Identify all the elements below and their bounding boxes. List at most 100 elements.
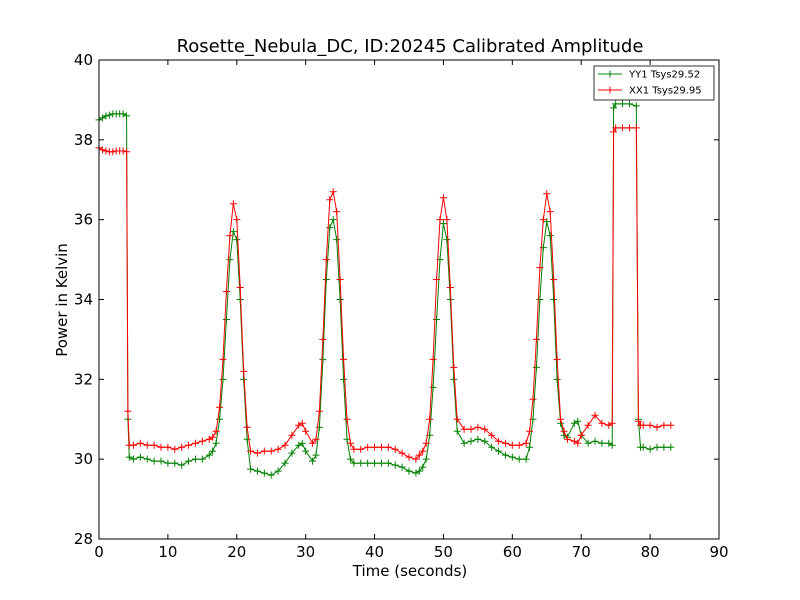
data-point [247,447,255,455]
data-point [357,445,365,453]
data-point [608,441,616,449]
data-point [608,419,616,427]
data-point [433,276,441,284]
data-point [446,284,454,292]
data-point [226,232,234,240]
data-point [419,463,427,471]
data-point [377,443,385,451]
data-point [143,455,151,463]
data-point [322,256,330,264]
data-point [598,439,606,447]
data-point [529,395,537,403]
data-point [634,417,642,425]
data-point [453,415,461,423]
data-point [216,403,224,411]
data-point [584,421,592,429]
data-point [222,315,230,323]
data-point [639,421,647,429]
data-point [439,220,447,228]
data-point [312,451,320,459]
data-point [288,449,296,457]
data-point [546,232,554,240]
x-tick-label: 60 [503,543,522,561]
data-point [243,423,251,431]
data-point [309,457,317,465]
data-point [119,147,127,155]
data-point [384,443,392,451]
data-point [667,443,675,451]
data-point [178,461,186,469]
y-tick-label: 36 [74,211,93,229]
data-point [557,415,565,423]
data-point [481,437,489,445]
data-point [319,335,327,343]
data-point [198,455,206,463]
series-xx1 [95,124,675,463]
data-point [267,447,275,455]
data-point [171,445,179,453]
data-point [422,439,430,447]
data-point [481,425,489,433]
legend: YY1 Tsys29.52 XX1 Tsys29.95 [593,65,715,101]
data-point [209,447,217,455]
data-point [646,445,654,453]
data-point [553,355,561,363]
data-point [653,423,661,431]
plot-frame [98,59,720,540]
data-point [501,451,509,459]
y-tick-label: 34 [74,291,93,309]
data-point [267,471,275,479]
data-point [391,445,399,453]
data-point [315,407,323,415]
data-point [198,437,206,445]
data-point [653,443,661,451]
data-point [574,439,582,447]
data-point [209,433,217,441]
data-point [584,439,592,447]
data-point [474,435,482,443]
data-point [143,441,151,449]
data-point [405,467,413,475]
data-point [98,146,106,154]
data-point [253,467,261,475]
data-point [260,469,268,477]
legend-label: XX1 Tsys29.95 [629,86,702,97]
data-point [333,236,341,244]
data-point [102,147,110,155]
data-point [109,148,117,156]
data-point [539,216,547,224]
data-point [222,288,230,296]
data-point [467,425,475,433]
data-point [550,276,558,284]
data-point [191,455,199,463]
data-point [123,148,131,156]
data-point [371,443,379,451]
data-point [443,236,451,244]
data-point [495,447,503,455]
data-point [212,439,220,447]
data-point [212,427,220,435]
data-point [612,124,620,132]
data-point [164,443,172,451]
data-point [191,439,199,447]
data-point [274,467,282,475]
y-tick-label: 38 [74,131,93,149]
data-point [625,100,633,108]
x-tick-label: 10 [158,543,177,561]
data-point [610,128,618,136]
data-point [436,216,444,224]
data-point [229,228,237,236]
legend-marker [606,86,614,94]
data-point [322,276,330,284]
y-axis-label: Power in Kelvin [53,243,71,357]
data-point [216,415,224,423]
data-point [488,443,496,451]
data-point [598,419,606,427]
data-point [371,459,379,467]
data-point [346,439,354,447]
data-point [546,208,554,216]
data-point [364,459,372,467]
data-point [329,188,337,196]
data-point [612,100,620,108]
data-point [610,104,618,112]
